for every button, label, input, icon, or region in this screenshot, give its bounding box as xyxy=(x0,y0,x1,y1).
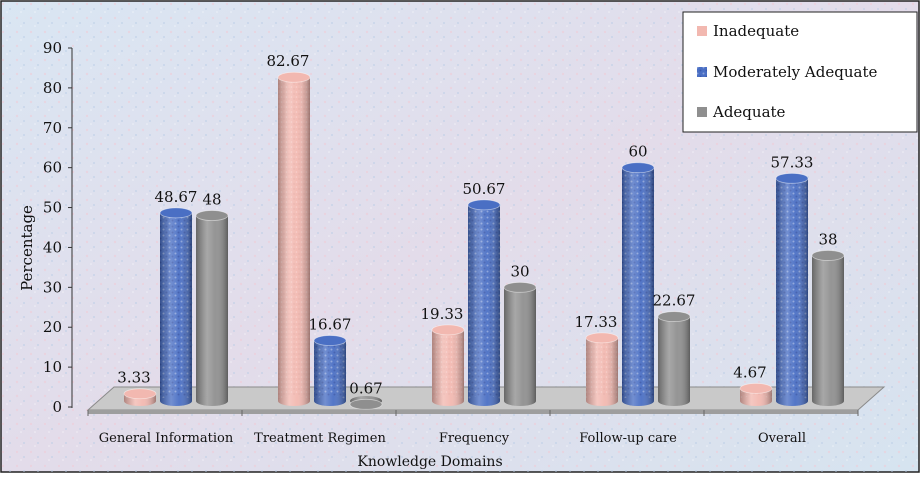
bar-0-0: 3.33 xyxy=(117,369,157,406)
y-tick-label: 20 xyxy=(43,318,62,336)
y-tick-label: 50 xyxy=(43,199,62,217)
bar-top xyxy=(811,250,845,261)
bar-1-1: 16.67 xyxy=(309,316,352,406)
x-tick-label: Overall xyxy=(758,431,806,446)
bar-top xyxy=(739,382,773,394)
data-label: 57.33 xyxy=(771,153,814,171)
bar-1-0: 82.67 xyxy=(267,52,311,406)
data-label: 30 xyxy=(510,262,529,280)
legend-label-inadequate: Inadequate xyxy=(713,22,799,40)
bar-top xyxy=(431,324,465,336)
legend-swatch-inadequate xyxy=(697,26,707,36)
x-axis-title: Knowledge Domains xyxy=(357,454,502,470)
bar-2-1: 50.67 xyxy=(463,180,506,406)
y-tick-label: 70 xyxy=(43,119,62,137)
bar-top xyxy=(585,332,619,344)
legend-label-adequate: Adequate xyxy=(712,103,786,121)
legend-swatch-adequate xyxy=(697,107,707,117)
y-tick-label: 80 xyxy=(43,79,62,97)
bar-3-2: 22.67 xyxy=(653,292,696,406)
y-axis-title: Percentage xyxy=(18,205,36,291)
y-tick-label: 40 xyxy=(43,238,62,256)
bar-3-1: 60 xyxy=(621,143,655,406)
x-tick-label: Frequency xyxy=(439,431,510,446)
data-label: 4.67 xyxy=(733,363,766,381)
bar-0-2: 48 xyxy=(195,191,229,406)
bar-top xyxy=(503,281,537,293)
data-label: 19.33 xyxy=(421,305,464,323)
bar-0-1: 48.67 xyxy=(155,188,198,406)
data-label: 16.67 xyxy=(309,316,352,334)
y-tick-label: 90 xyxy=(43,39,62,57)
bar-4-0: 4.67 xyxy=(733,363,773,406)
legend: Inadequate Moderately Adequate Adequate xyxy=(682,11,918,133)
bar-top xyxy=(349,398,383,410)
bar-2-0: 19.33 xyxy=(421,305,465,406)
y-tick-label: 10 xyxy=(43,358,62,376)
bars: 3.33 48.67 48 82.67 16.67 0.67 19.33 50.67 30 17.… xyxy=(117,52,845,410)
bar-top xyxy=(313,335,347,346)
bar-top xyxy=(775,172,809,184)
bar-top xyxy=(657,311,691,322)
legend-label-moderately-adequate: Moderately Adequate xyxy=(713,63,877,81)
x-axis-labels: General Information Treatment Regimen Freq… xyxy=(87,410,859,446)
data-label: 82.67 xyxy=(267,52,310,70)
legend-box xyxy=(682,11,918,133)
y-tick-label: 0 xyxy=(52,398,62,416)
bar-top xyxy=(123,388,157,400)
x-tick-label: Follow-up care xyxy=(579,431,677,446)
data-label: 38 xyxy=(818,230,837,248)
bar-top xyxy=(621,162,655,174)
bar-2-2: 30 xyxy=(503,262,537,406)
x-tick-label: General Information xyxy=(99,431,234,446)
data-label: 48 xyxy=(202,191,221,209)
data-label: 3.33 xyxy=(117,369,150,387)
bar-4-1: 57.33 xyxy=(771,153,814,406)
bar-top xyxy=(277,71,311,83)
data-label: 50.67 xyxy=(463,180,506,198)
bar-3-0: 17.33 xyxy=(575,313,619,406)
bar-4-2: 38 xyxy=(811,230,845,406)
x-tick-label: Treatment Regimen xyxy=(254,431,386,446)
y-tick-label: 30 xyxy=(43,278,62,296)
bar-top xyxy=(195,210,229,221)
data-label: 17.33 xyxy=(575,313,618,331)
y-axis-ticks: 0 10 20 30 40 50 60 70 80 90 xyxy=(43,39,72,416)
data-label: 60 xyxy=(628,143,647,161)
bar-top xyxy=(467,199,501,211)
data-label: 0.67 xyxy=(349,379,382,397)
y-tick-label: 60 xyxy=(43,159,62,177)
data-label: 48.67 xyxy=(155,188,198,206)
bar-top xyxy=(159,207,193,219)
bar-1-2: 0.67 xyxy=(349,379,383,410)
data-label: 22.67 xyxy=(653,292,696,310)
